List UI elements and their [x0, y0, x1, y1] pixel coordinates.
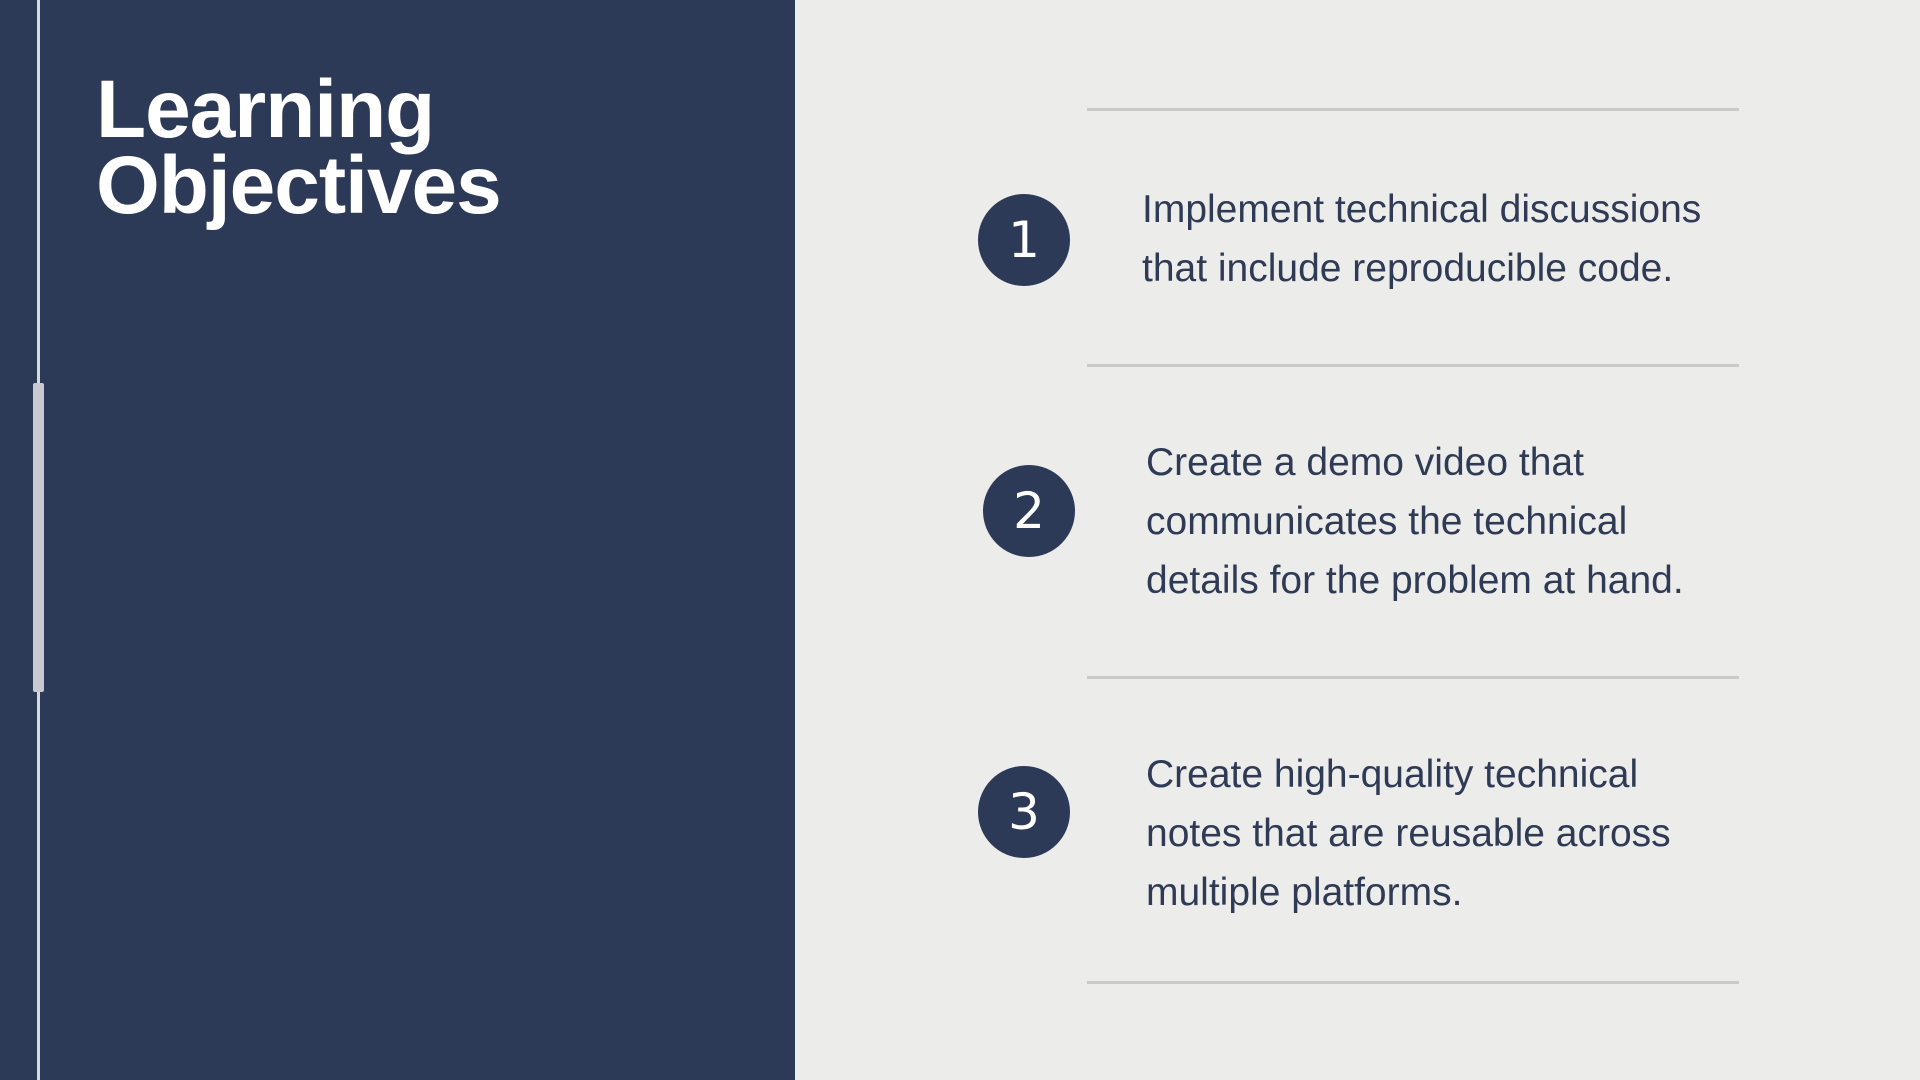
divider-top	[1087, 108, 1739, 111]
objective-2-text: Create a demo video that communicates th…	[1146, 441, 1684, 602]
title-line-1: Learning	[96, 64, 435, 155]
divider-1	[1087, 364, 1739, 367]
divider-bottom	[1087, 981, 1739, 984]
objective-3-number-badge: 3	[978, 766, 1070, 858]
scroll-handle[interactable]	[33, 383, 44, 692]
divider-2	[1087, 676, 1739, 679]
objective-3-text: Create high-quality technical notes that…	[1146, 753, 1671, 914]
title-line-2: Objectives	[96, 140, 502, 231]
title-panel: Learning Objectives	[0, 0, 795, 1080]
objective-1-text: Implement technical discussions that inc…	[1142, 188, 1702, 290]
slide-title: Learning Objectives	[96, 69, 696, 227]
objective-2-number-badge: 2	[983, 465, 1075, 557]
objective-1-number-badge: 1	[978, 194, 1070, 286]
